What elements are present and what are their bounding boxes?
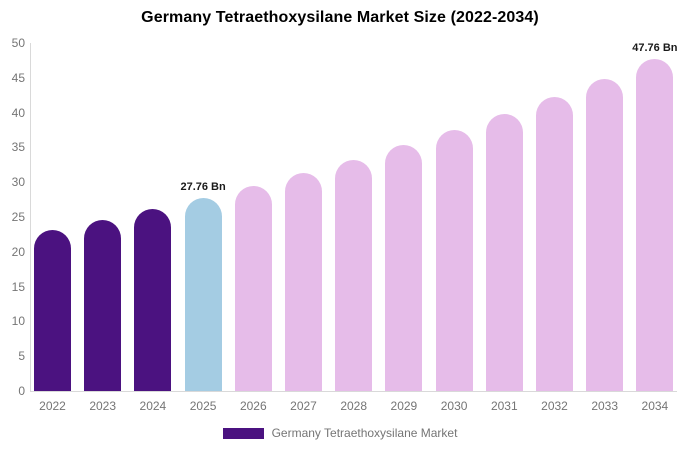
bar-2030[interactable] (435, 130, 473, 391)
bar-2033[interactable] (586, 78, 624, 391)
y-tick-label: 0 (18, 384, 25, 398)
x-axis-label-2027: 2027 (290, 399, 317, 413)
x-axis-label-2023: 2023 (89, 399, 117, 413)
y-tick-label: 15 (11, 279, 25, 294)
x-axis-label-2032: 2032 (541, 399, 568, 413)
bar-2027[interactable] (285, 173, 322, 391)
y-tick-label: 35 (11, 140, 25, 155)
x-axis-label-2026: 2026 (239, 399, 267, 413)
bar-2031[interactable] (485, 114, 523, 391)
x-axis-label-2024: 2024 (139, 399, 167, 413)
bar-2026[interactable] (234, 186, 272, 391)
legend-label: Germany Tetraethoxysilane Market (271, 426, 458, 440)
y-tick-label: 5 (18, 349, 25, 364)
bar-2024[interactable] (134, 209, 172, 391)
x-axis-label-2034: 2034 (641, 399, 669, 413)
y-tick-label: 40 (11, 105, 25, 120)
y-tick-label: 10 (11, 314, 25, 329)
bar-2022[interactable] (34, 229, 71, 391)
legend: Germany Tetraethoxysilane Market (0, 426, 680, 440)
x-axis-label-2028: 2028 (340, 399, 368, 413)
plot-area (30, 43, 677, 392)
x-axis-label-2022: 2022 (39, 399, 66, 413)
chart-title: Germany Tetraethoxysilane Market Size (2… (141, 9, 539, 26)
x-axis-label-2029: 2029 (390, 399, 418, 413)
x-axis-label-2030: 2030 (440, 399, 468, 413)
x-axis-label-2031: 2031 (490, 399, 518, 413)
x-axis-label-2033: 2033 (591, 399, 619, 413)
bar-2034[interactable] (636, 58, 674, 391)
bar-2025[interactable] (184, 197, 222, 391)
y-tick-label: 25 (11, 210, 25, 224)
bar-2032[interactable] (536, 96, 573, 391)
value-annotation-2034: 47.76 Bn (632, 41, 678, 54)
y-tick-label: 20 (11, 244, 25, 259)
value-annotation-2025: 27.76 Bn (180, 180, 226, 193)
y-tick-label: 50 (11, 36, 25, 50)
bar-2028[interactable] (335, 159, 373, 391)
legend-item[interactable]: Germany Tetraethoxysilane Market (222, 426, 458, 440)
x-axis-label-2025: 2025 (189, 399, 217, 413)
bar-2029[interactable] (385, 145, 423, 391)
bar-2023[interactable] (84, 219, 122, 391)
y-tick-label: 45 (11, 70, 25, 85)
legend-swatch-icon (222, 427, 264, 439)
y-tick-label: 30 (11, 175, 25, 190)
